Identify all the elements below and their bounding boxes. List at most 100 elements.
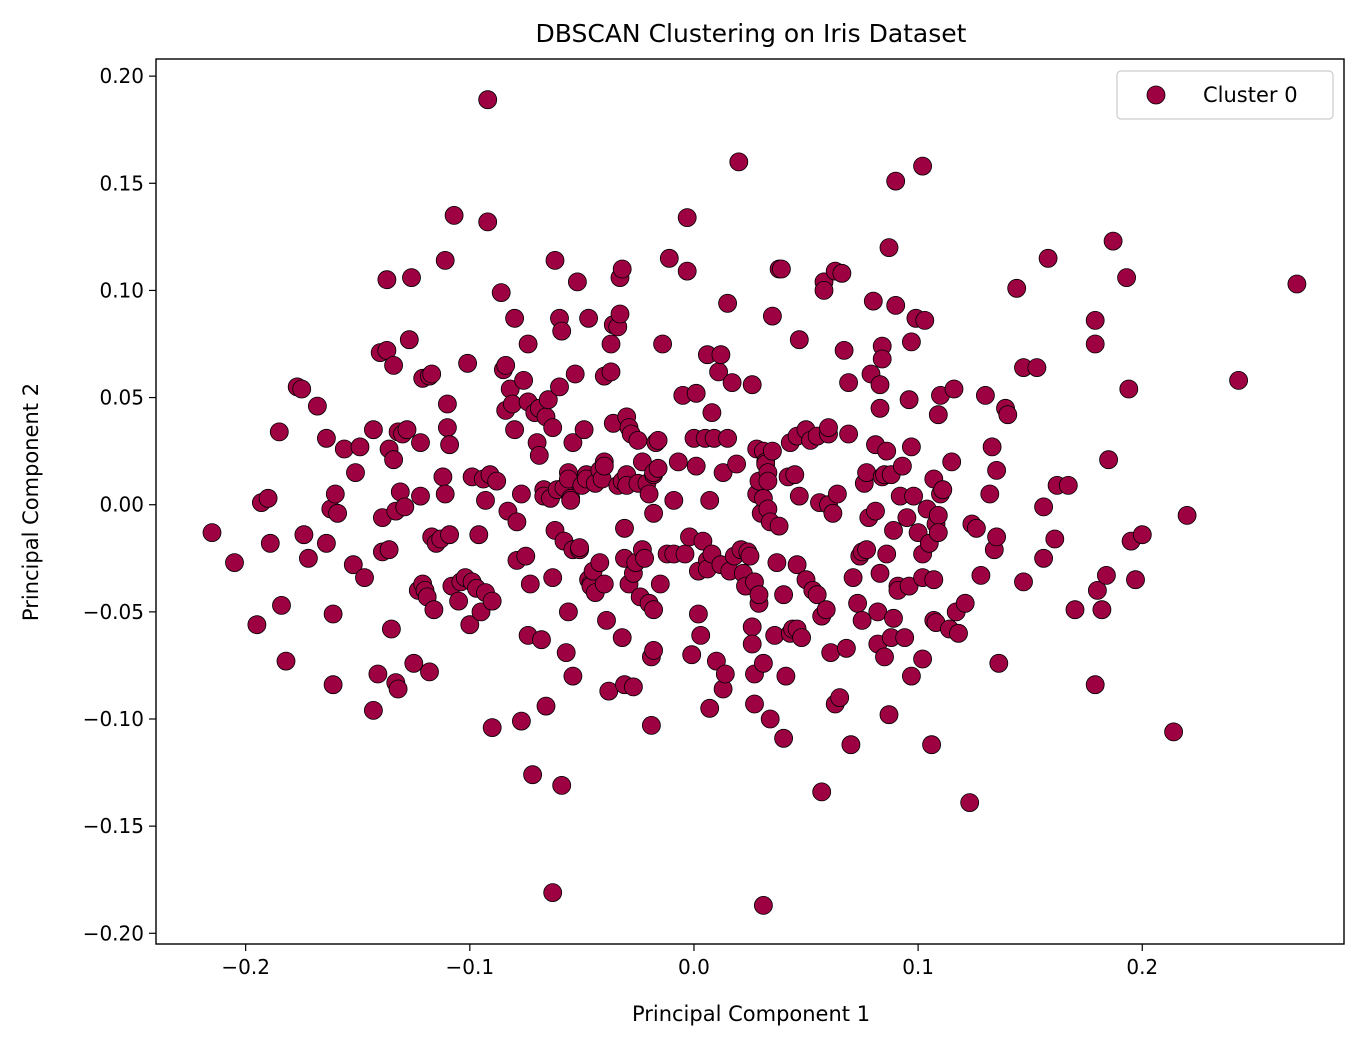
data-point [435,250,455,270]
data-point [529,445,549,465]
data-point [774,728,793,748]
data-point [377,270,397,290]
data-point [1103,231,1123,251]
data-point [298,548,318,568]
data-point [702,403,722,423]
data-point [422,364,442,384]
data-point [402,268,421,288]
data-point [458,353,478,373]
data-point [754,896,773,915]
data-point [877,441,897,461]
y-tick-label: 0.20 [99,64,144,88]
data-point [435,484,455,504]
data-point [444,205,464,225]
data-point [792,628,811,647]
data-point [1117,268,1136,288]
data-point [1229,370,1248,390]
data-point [1177,506,1197,525]
data-point [644,600,663,620]
data-point [644,641,663,660]
data-point [772,259,791,279]
y-axis-label: Principal Component 2 [19,383,43,621]
data-point [1045,529,1065,549]
x-axis: −0.2 −0.1 0.0 0.1 0.2 [221,944,1158,979]
data-point [863,291,883,311]
data-point [516,546,536,566]
data-point [742,375,762,395]
data-point [1119,379,1139,399]
data-point [469,525,489,545]
y-tick-label: −0.05 [83,600,144,624]
data-point [884,608,903,628]
data-point [225,553,244,572]
data-point [960,793,980,812]
data-point [729,152,749,172]
data-point [597,611,616,630]
legend: Cluster 0 [1116,70,1334,120]
data-point [682,645,702,665]
x-tick-label: 0.1 [902,955,934,979]
data-point [612,628,632,647]
data-point [902,332,921,352]
data-point [848,593,867,613]
data-point [424,600,444,620]
data-point [814,280,834,300]
data-point [601,334,621,354]
data-point [565,364,585,384]
data-point [664,490,684,510]
data-point [976,385,995,405]
data-point [648,458,668,478]
data-point [594,574,614,594]
data-point [760,709,780,729]
data-point [886,171,906,191]
data-point [987,527,1006,547]
data-point [763,441,782,461]
data-point [635,548,654,568]
data-point [518,334,538,354]
data-point [776,666,796,686]
data-point [307,396,327,416]
data-point [1085,310,1105,330]
data-point [1132,525,1152,545]
data-point [942,452,962,472]
data-point [1164,722,1183,742]
data-point [328,503,348,523]
data-point [727,454,746,474]
data-point [476,490,495,510]
data-point [785,465,805,485]
data-point [774,585,793,605]
data-point [482,718,502,737]
points-layer [202,90,1307,915]
data-point [686,383,706,403]
data-point [893,456,912,476]
data-point [1099,450,1118,470]
data-point [599,681,619,701]
data-point [379,540,399,560]
data-point [902,666,921,686]
data-point [653,334,672,354]
data-point [749,585,769,605]
data-point [202,523,222,542]
legend-label: Cluster 0 [1203,83,1298,107]
data-point [276,651,296,671]
data-point [350,437,370,457]
data-point [944,379,964,399]
data-point [642,716,661,735]
data-point [832,263,852,283]
data-point [648,430,668,450]
data-point [568,272,587,292]
data-point [668,452,688,472]
data-point [487,471,507,491]
data-point [1014,572,1033,592]
data-point [659,248,679,268]
data-point [852,611,872,630]
data-point [460,615,480,635]
data-point [877,544,897,564]
data-point [819,418,838,438]
data-point [496,355,516,375]
data-point [323,675,343,695]
legend-box [1116,70,1334,120]
data-point [745,694,764,714]
data-point [769,516,789,536]
